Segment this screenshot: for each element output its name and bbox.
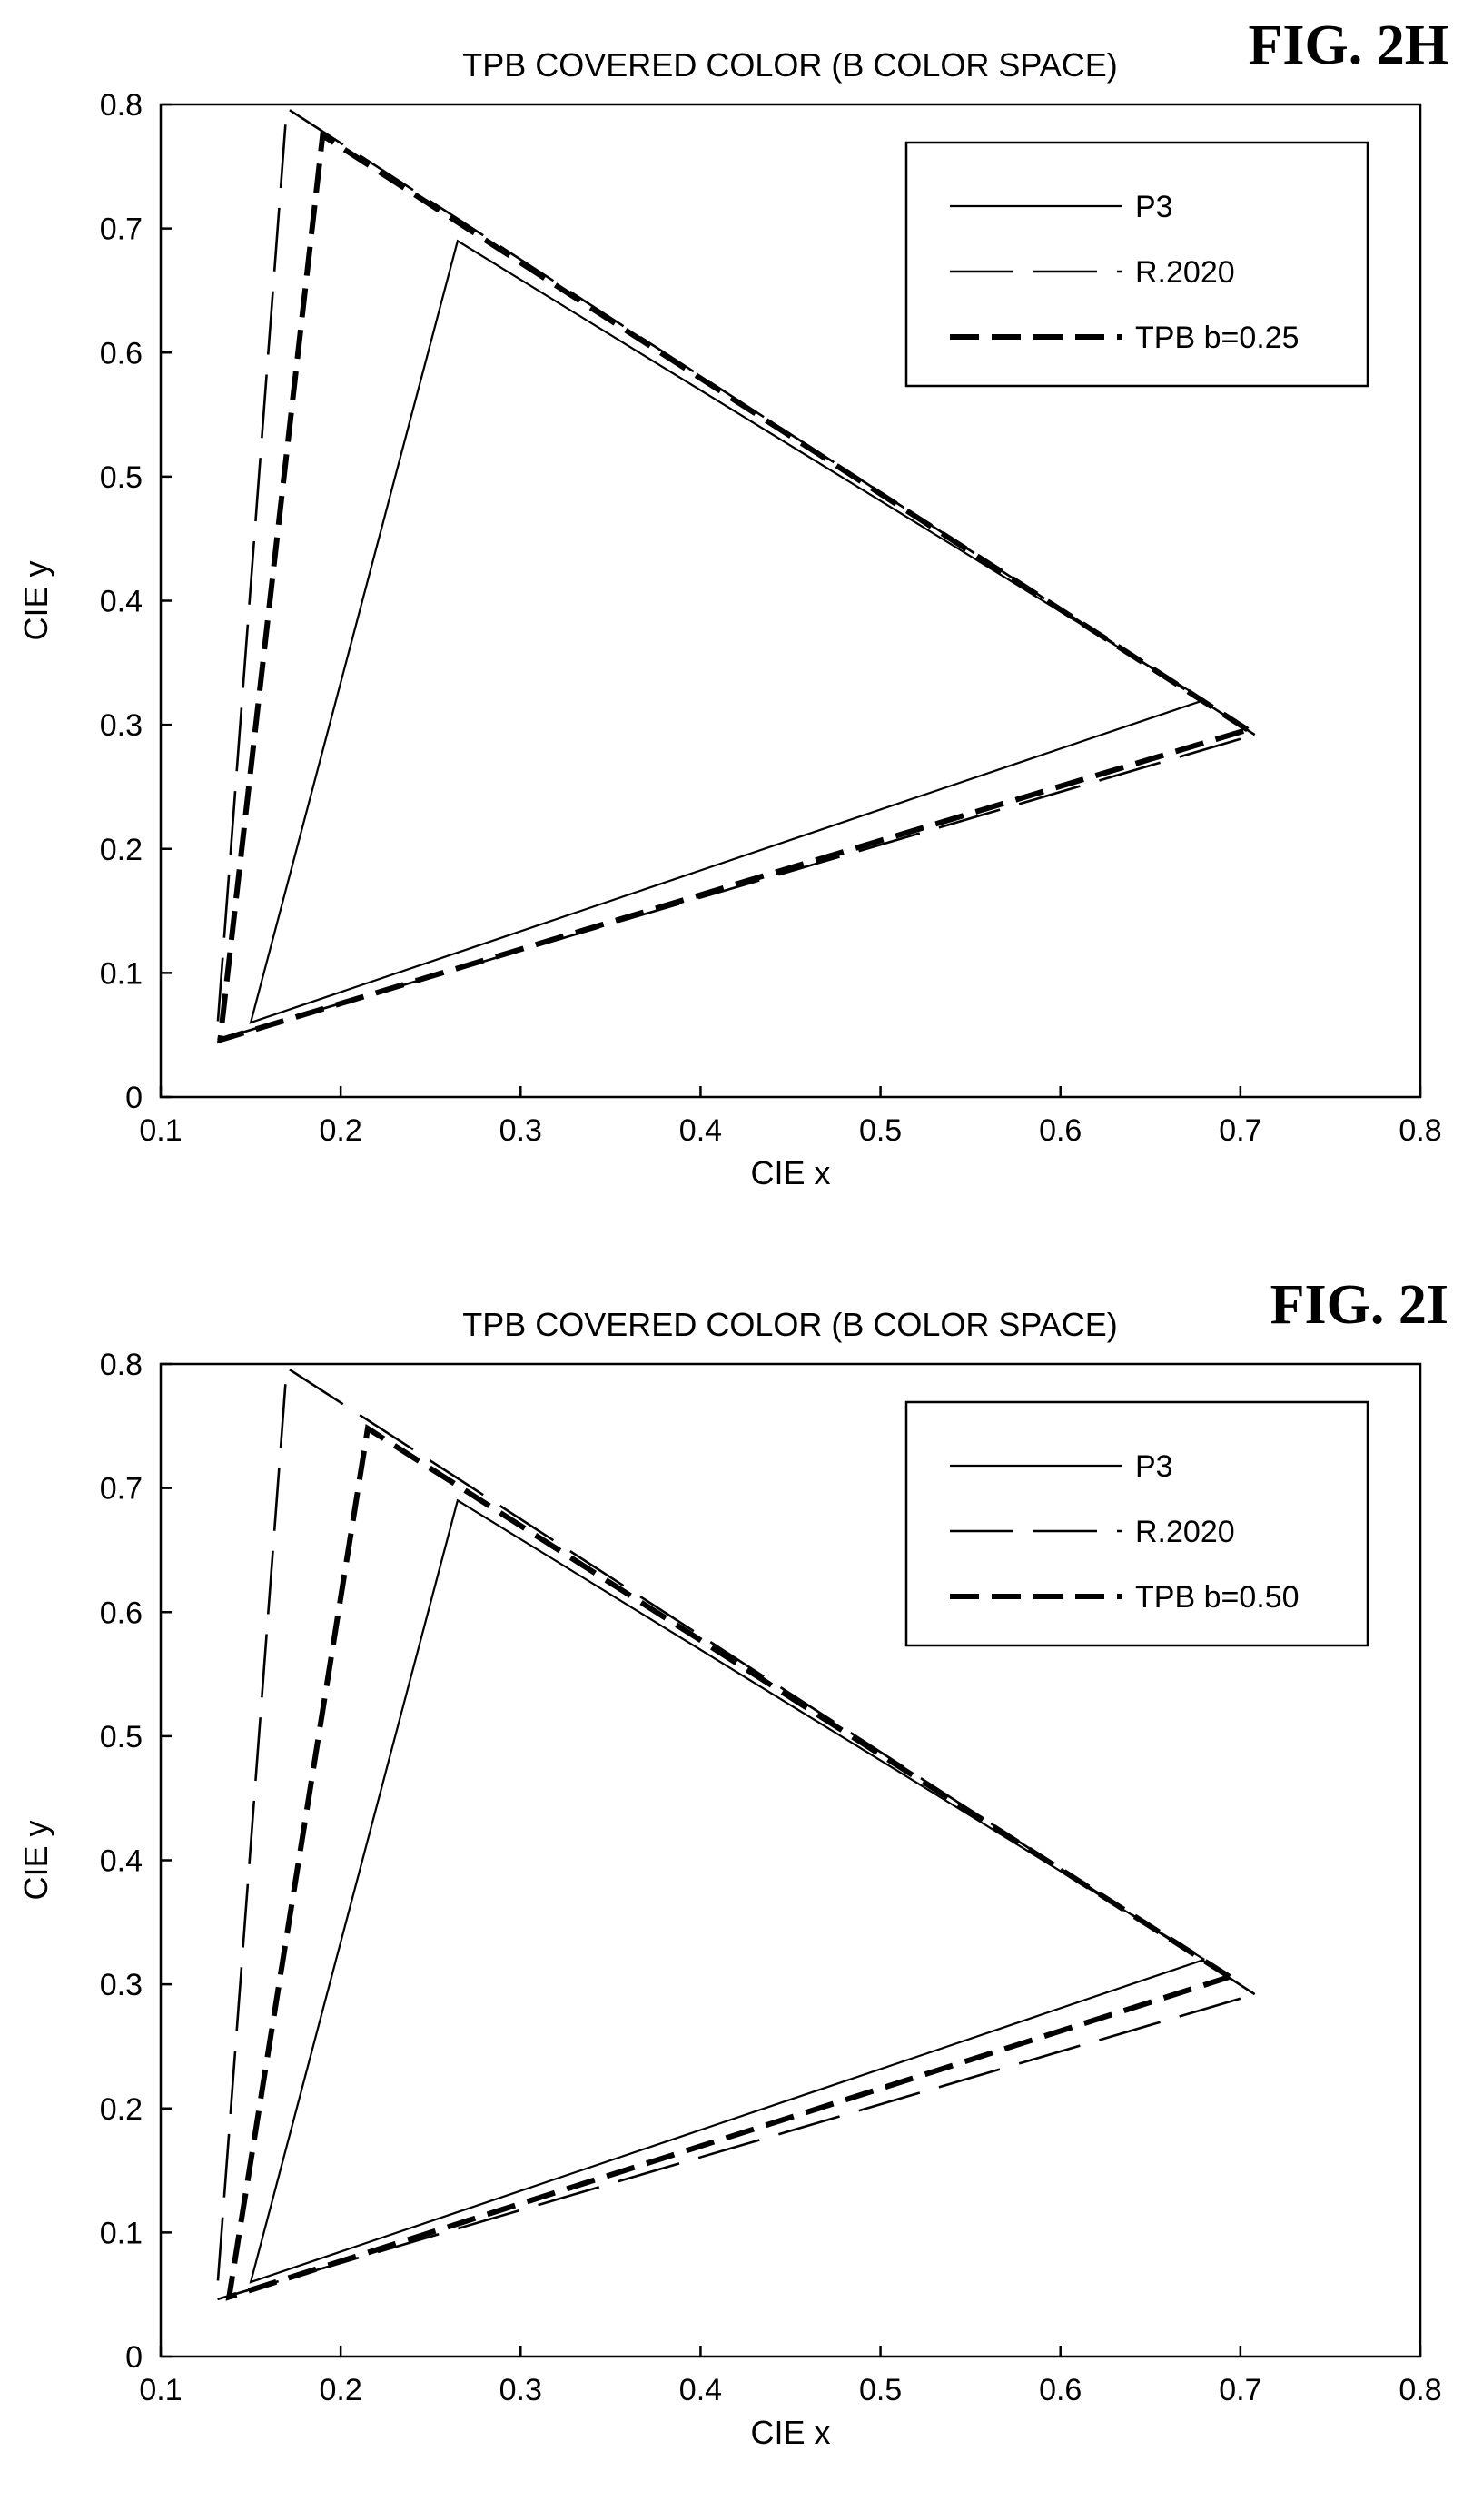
series-line-1 bbox=[249, 239, 1205, 1024]
y-tick-label: 0.1 bbox=[100, 956, 143, 991]
chart-2h-svg: FIG. 2H TPB COVERED COLOR (B COLOR SPACE)… bbox=[17, 15, 1448, 1191]
legend-box bbox=[904, 141, 1369, 388]
x-tick-label: 0.4 bbox=[679, 1113, 722, 1148]
legend-label-3: TPB b=0.50 bbox=[1135, 1580, 1300, 1615]
y-tick-label: 0.3 bbox=[100, 708, 143, 743]
x-tick-label: 0.3 bbox=[499, 1113, 542, 1148]
y-tick-label: 0.2 bbox=[100, 2092, 143, 2127]
y-tick-label: 0.5 bbox=[100, 1720, 143, 1754]
chart-title: TPB COVERED COLOR (B COLOR SPACE) bbox=[462, 46, 1117, 84]
figure-label: FIG. 2H bbox=[1249, 15, 1448, 76]
x-tick-label: 0.8 bbox=[1399, 2373, 1441, 2407]
x-tick-label: 0.7 bbox=[1219, 2373, 1261, 2407]
x-axis-label: CIE x bbox=[750, 2414, 830, 2451]
series-line-3 bbox=[225, 1424, 1231, 2301]
x-tick-label: 0.2 bbox=[320, 1113, 362, 1148]
x-tick-label: 0.1 bbox=[139, 1113, 182, 1148]
y-tick-label: 0.1 bbox=[100, 2216, 143, 2250]
series-line-1 bbox=[249, 1498, 1205, 2284]
y-tick-label: 0.6 bbox=[100, 336, 143, 371]
y-axis-label: CIE y bbox=[17, 1820, 54, 1900]
legend-label-1: P3 bbox=[1135, 190, 1173, 224]
x-tick-label: 0.6 bbox=[1039, 2373, 1082, 2407]
series-line-2 bbox=[214, 1365, 1256, 2301]
x-tick-label: 0.6 bbox=[1039, 1113, 1082, 1148]
x-tick-label: 0.2 bbox=[320, 2373, 362, 2407]
legend-label-1: P3 bbox=[1135, 1449, 1173, 1484]
y-tick-label: 0 bbox=[125, 2340, 143, 2375]
chart-title: TPB COVERED COLOR (B COLOR SPACE) bbox=[462, 1306, 1117, 1343]
x-tick-label: 0.5 bbox=[859, 2373, 902, 2407]
y-tick-label: 0.4 bbox=[100, 585, 143, 619]
legend-box bbox=[904, 1400, 1369, 1647]
x-tick-label: 0.4 bbox=[679, 2373, 722, 2407]
series-line-2 bbox=[214, 105, 1256, 1042]
y-tick-label: 0 bbox=[125, 1081, 143, 1115]
x-tick-label: 0.8 bbox=[1399, 1113, 1441, 1148]
chart-2i-svg: FIG. 2I TPB COVERED COLOR (B COLOR SPACE)… bbox=[17, 1274, 1448, 2451]
y-axis-label: CIE y bbox=[17, 560, 54, 640]
legend-label-3: TPB b=0.25 bbox=[1135, 321, 1300, 355]
y-tick-label: 0.8 bbox=[100, 88, 143, 123]
series-line-3 bbox=[216, 131, 1250, 1044]
figure-2h: FIG. 2H TPB COVERED COLOR (B COLOR SPACE)… bbox=[17, 15, 1448, 1191]
x-tick-label: 0.5 bbox=[859, 1113, 902, 1148]
legend-label-2: R.2020 bbox=[1135, 255, 1235, 290]
y-tick-label: 0.8 bbox=[100, 1348, 143, 1382]
x-tick-label: 0.3 bbox=[499, 2373, 542, 2407]
x-tick-label: 0.7 bbox=[1219, 1113, 1261, 1148]
y-tick-label: 0.3 bbox=[100, 1968, 143, 2002]
figure-label: FIG. 2I bbox=[1270, 1274, 1448, 1336]
legend-label-2: R.2020 bbox=[1135, 1515, 1235, 1549]
y-tick-label: 0.6 bbox=[100, 1596, 143, 1630]
y-tick-label: 0.7 bbox=[100, 1472, 143, 1507]
y-tick-label: 0.5 bbox=[100, 460, 143, 495]
y-tick-label: 0.7 bbox=[100, 212, 143, 247]
figure-2i: FIG. 2I TPB COVERED COLOR (B COLOR SPACE)… bbox=[0, 1260, 1463, 2519]
x-tick-label: 0.1 bbox=[139, 2373, 182, 2407]
y-tick-label: 0.2 bbox=[100, 833, 143, 867]
x-axis-label: CIE x bbox=[750, 1154, 830, 1191]
y-tick-label: 0.4 bbox=[100, 1844, 143, 1879]
